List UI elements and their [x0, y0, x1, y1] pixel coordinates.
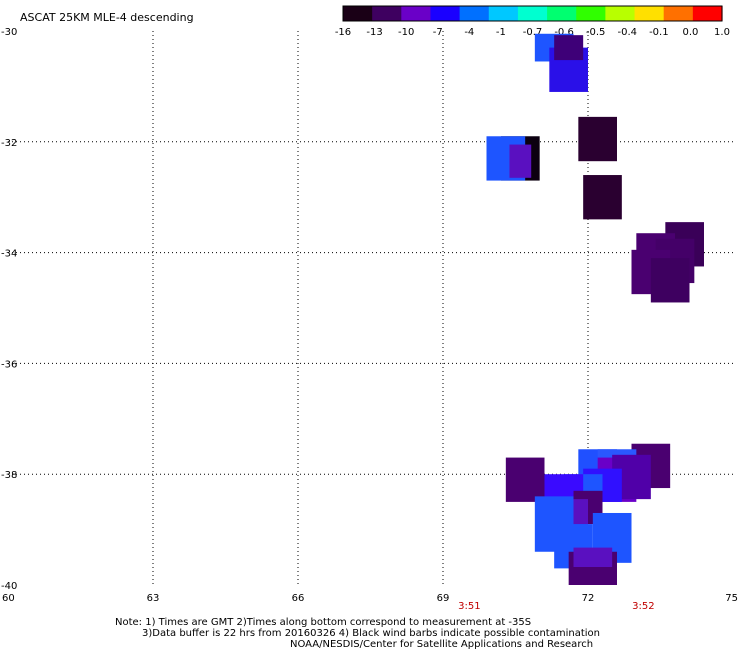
y-tick-label: -34: [1, 249, 17, 260]
chart-title: ASCAT 25KM MLE-4 descending: [20, 11, 194, 24]
note-line-1: Note: 1) Times are GMT 2)Times along bot…: [115, 617, 532, 628]
note-line-3: NOAA/NESDIS/Center for Satellite Applica…: [290, 639, 594, 650]
colorbar-swatch: [372, 6, 402, 21]
wind-cell: [578, 116, 617, 162]
colorbar-swatch: [401, 6, 432, 21]
wind-cell: [554, 35, 584, 61]
colorbar-label: -0.7: [523, 27, 543, 38]
colorbar-label: -0.6: [554, 27, 574, 38]
y-tick-label: -36: [1, 359, 17, 370]
wind-cell: [505, 457, 545, 502]
colorbar-swatch: [517, 6, 548, 21]
x-tick-label: 63: [147, 593, 160, 604]
colorbar-swatch: [343, 6, 373, 21]
colorbar-label: -13: [366, 27, 382, 38]
wind-cell: [650, 258, 690, 303]
y-tick-label: -30: [1, 27, 17, 38]
wind-cell: [583, 175, 622, 220]
colorbar-label: -1: [496, 27, 506, 38]
colorbar: -16 -13 -10 -7 -4 -1 -0.7 -0.6 -0.5 -0.4 -0.1 0.0 1.…: [335, 5, 730, 38]
colorbar-label: 0.0: [682, 27, 698, 38]
wind-cell: [509, 144, 532, 178]
wind-cell: [573, 547, 613, 567]
colorbar-swatch: [576, 6, 606, 21]
y-tick-label: -38: [1, 470, 17, 481]
colorbar-label: -10: [398, 27, 414, 38]
colorbar-label: -16: [335, 27, 351, 38]
colorbar-label: 1.0: [714, 27, 730, 38]
colorbar-swatch: [459, 6, 490, 21]
note-line-2: 3)Data buffer is 22 hrs from 20160326 4)…: [142, 628, 600, 639]
colorbar-label: -4: [464, 27, 474, 38]
y-tick-label: -32: [1, 138, 17, 149]
time-label: 3:52: [632, 601, 654, 612]
colorbar-swatch: [634, 6, 665, 21]
x-tick-label: 66: [292, 593, 305, 604]
colorbar-label: -7: [433, 27, 443, 38]
colorbar-label: -0.4: [617, 27, 637, 38]
colorbar-frame: [342, 5, 723, 22]
colorbar-swatch: [488, 6, 519, 21]
colorbar-label: -0.5: [586, 27, 606, 38]
colorbar-swatch: [692, 6, 723, 21]
time-label: 3:51: [458, 601, 480, 612]
wind-cells: [486, 33, 704, 585]
colorbar-swatch: [663, 6, 694, 21]
x-tick-label: 72: [582, 593, 595, 604]
x-tick-label: 60: [2, 593, 15, 604]
colorbar-swatch: [605, 6, 636, 21]
colorbar-swatch: [547, 6, 577, 21]
x-tick-label: 69: [437, 593, 450, 604]
y-tick-label: -40: [1, 581, 17, 592]
x-tick-label: 75: [725, 593, 738, 604]
colorbar-label: -0.1: [649, 27, 669, 38]
colorbar-swatch: [430, 6, 461, 21]
